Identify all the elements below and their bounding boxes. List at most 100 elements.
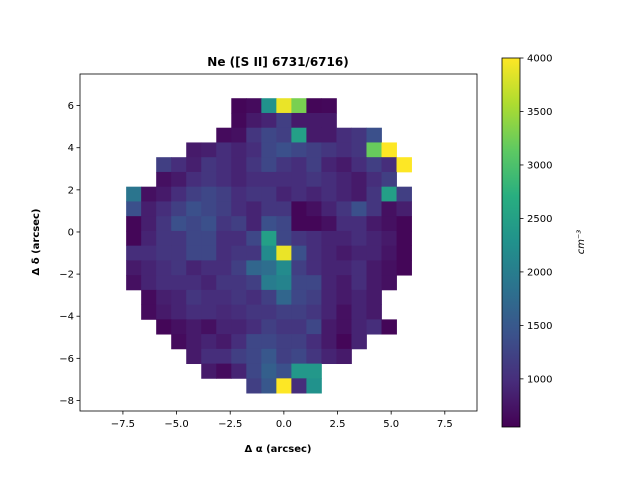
heatmap-cell: [321, 98, 337, 114]
heatmap-cell: [276, 157, 292, 173]
heatmap-cell: [381, 186, 397, 202]
heatmap-cell: [141, 201, 157, 217]
heatmap-cell: [336, 289, 352, 306]
heatmap-cell: [201, 171, 217, 188]
heatmap-cell: [231, 98, 247, 114]
heatmap-cell: [216, 319, 232, 335]
heatmap-cell: [291, 171, 307, 188]
heatmap-cell: [246, 157, 262, 173]
heatmap-cell: [366, 275, 382, 291]
heatmap-cell: [246, 260, 262, 276]
heatmap-cell: [186, 216, 202, 232]
heatmap-cell: [156, 171, 172, 188]
heatmap-cell: [201, 363, 217, 379]
heatmap-cell: [171, 216, 187, 232]
heatmap-cell: [261, 112, 277, 129]
heatmap-cell: [291, 334, 307, 350]
y-tick-label: 6: [68, 101, 74, 112]
heatmap-cell: [396, 260, 412, 276]
heatmap-cell: [276, 142, 292, 158]
heatmap-cell: [276, 201, 292, 217]
heatmap-cell: [336, 319, 352, 335]
heatmap-cell: [276, 334, 292, 350]
heatmap-cell: [171, 260, 187, 276]
heatmap-cell: [231, 201, 247, 217]
heatmap-cell: [246, 186, 262, 202]
heatmap-cell: [201, 230, 217, 247]
heatmap-cell: [336, 245, 352, 261]
colorbar-tick-label: 3500: [527, 107, 552, 118]
heatmap-cell: [246, 319, 262, 335]
heatmap-cell: [261, 348, 277, 365]
heatmap-cell: [381, 245, 397, 261]
colorbar-tick-label: 2000: [527, 267, 552, 278]
heatmap-cell: [156, 245, 172, 261]
heatmap-cell: [171, 289, 187, 306]
heatmap-cell: [231, 334, 247, 350]
heatmap-cell: [216, 275, 232, 291]
heatmap-cell: [321, 127, 337, 143]
heatmap-cell: [216, 201, 232, 217]
heatmap-cell: [156, 230, 172, 247]
heatmap-cell: [201, 275, 217, 291]
heatmap-cell: [231, 230, 247, 247]
heatmap-cell: [141, 289, 157, 306]
heatmap-cell: [276, 98, 292, 114]
heatmap-cell: [261, 289, 277, 306]
heatmap-cell: [186, 142, 202, 158]
plot-frame: [79, 73, 478, 412]
heatmap-cell: [141, 245, 157, 261]
heatmap-cell: [171, 157, 187, 173]
y-axis-title: Δ δ (arcsec): [31, 209, 42, 276]
heatmap-cell: [321, 275, 337, 291]
heatmap-cell: [216, 216, 232, 232]
colorbar-tick-label: 1000: [527, 374, 552, 385]
heatmap-cell: [276, 289, 292, 306]
colorbar-tick-label: 3000: [527, 160, 552, 171]
heatmap-cell: [261, 378, 277, 394]
heatmap-cell: [381, 216, 397, 232]
heatmap-cell: [171, 245, 187, 261]
heatmap-cell: [201, 142, 217, 158]
heatmap-cell: [246, 216, 262, 232]
heatmap-cell: [276, 363, 292, 379]
heatmap-cell: [321, 112, 337, 129]
heatmap-cell: [306, 98, 322, 114]
heatmap-cell: [351, 319, 367, 335]
heatmap-cell: [246, 98, 262, 114]
heatmap-cell: [366, 289, 382, 306]
heatmap-cell: [291, 348, 307, 365]
heatmap-cell: [261, 142, 277, 158]
heatmap-cell: [246, 127, 262, 143]
heatmap-cell: [216, 304, 232, 320]
heatmap-cell: [231, 319, 247, 335]
heatmap-cell: [186, 348, 202, 365]
heatmap-cell: [396, 216, 412, 232]
heatmap-cell: [366, 127, 382, 143]
heatmap-cell: [276, 245, 292, 261]
heatmap-cell: [246, 142, 262, 158]
heatmap-cell: [171, 201, 187, 217]
heatmap-cell: [156, 319, 172, 335]
heatmap-cell: [336, 171, 352, 188]
heatmap-cell: [261, 157, 277, 173]
heatmap-cell: [261, 363, 277, 379]
heatmap-cell: [276, 378, 292, 394]
heatmap-cell: [306, 260, 322, 276]
heatmap-cell: [201, 186, 217, 202]
x-tick-label: 7.5: [437, 419, 453, 430]
heatmap-cell: [261, 230, 277, 247]
heatmap-cell: [246, 378, 262, 394]
y-tick-label: 0: [68, 227, 74, 238]
heatmap-cell: [186, 334, 202, 350]
heatmap-cell: [291, 157, 307, 173]
heatmap-cell: [171, 334, 187, 350]
heatmap-cell: [336, 157, 352, 173]
heatmap-cell: [186, 245, 202, 261]
heatmap-cell: [291, 363, 307, 379]
heatmap-cell: [396, 245, 412, 261]
heatmap-cell: [246, 112, 262, 129]
heatmap-cell: [231, 260, 247, 276]
heatmap-cell: [366, 319, 382, 335]
heatmap-cell: [231, 304, 247, 320]
